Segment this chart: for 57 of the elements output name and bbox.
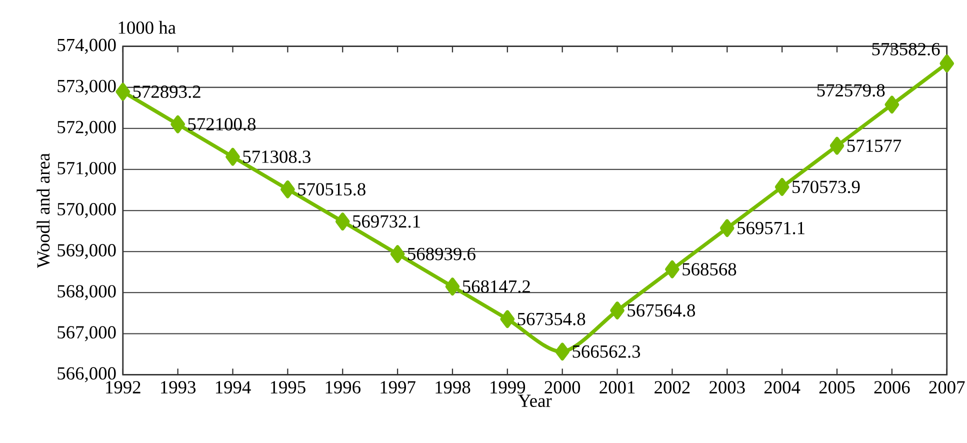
y-tick-label: 569,000 (58, 244, 116, 260)
point (226, 148, 240, 166)
y-axis-title: Woodl and area (36, 153, 50, 268)
point (390, 245, 405, 263)
point (445, 278, 460, 296)
data-label: 569571.1 (738, 222, 804, 234)
data-label: 568568 (682, 263, 736, 276)
x-tick-label: 2002 (654, 381, 690, 394)
x-tick-label: 1999 (490, 381, 526, 394)
point (555, 342, 570, 360)
x-tick-label: 1994 (216, 381, 251, 394)
x-tick-label: 1998 (436, 381, 470, 394)
point (500, 310, 515, 328)
point (774, 178, 790, 196)
data-label: 569732.1 (353, 215, 420, 228)
point (116, 82, 130, 101)
y-tick-label: 572,000 (58, 120, 116, 136)
data-label: 570573.9 (792, 180, 860, 194)
point (940, 54, 954, 72)
data-label: 566562.3 (572, 345, 640, 358)
x-tick-label: 2004 (764, 381, 800, 394)
y-tick-label: 566,000 (58, 367, 116, 382)
data-label: 567564.8 (628, 304, 696, 317)
x-tick-label: 1997 (380, 381, 416, 394)
x-tick-label: 2006 (874, 381, 910, 394)
x-tick-label: 1992 (106, 381, 140, 394)
y-tick-label: 571,000 (58, 162, 116, 177)
data-label: 571577 (847, 140, 902, 152)
point (720, 219, 734, 237)
y-tick-label: 570,000 (58, 202, 116, 218)
x-tick-label: 1995 (270, 381, 306, 394)
data-label: 568147.2 (462, 280, 530, 293)
data-label: 571308.3 (243, 150, 310, 163)
x-tick-label: 1993 (161, 381, 196, 394)
point (280, 180, 295, 198)
y-tick-label: 573,000 (58, 80, 116, 95)
x-tick-label: 2001 (600, 381, 635, 394)
point (665, 260, 680, 278)
data-label: 572893.2 (133, 85, 200, 98)
x-tick-label: 2003 (710, 381, 745, 394)
data-label: 570515.8 (298, 183, 366, 196)
x-tick-label: 1996 (326, 381, 360, 394)
y-tick-label: 568,000 (58, 284, 116, 300)
data-label: 567354.8 (518, 312, 586, 326)
y-tick-label: 567,000 (58, 326, 116, 342)
point (884, 96, 900, 114)
point (170, 115, 185, 134)
x-tick-label: 2000 (544, 381, 580, 394)
point (830, 136, 844, 155)
point (335, 212, 350, 230)
x-tick-label: 2007 (929, 381, 965, 394)
point (610, 301, 624, 320)
x-tick-label: 2005 (819, 381, 855, 394)
x-axis-title: Year (518, 394, 552, 407)
text: 1000 ha (118, 20, 176, 34)
y-tick-label: 574,000 (58, 38, 116, 54)
data-label: 572100.8 (188, 118, 256, 130)
